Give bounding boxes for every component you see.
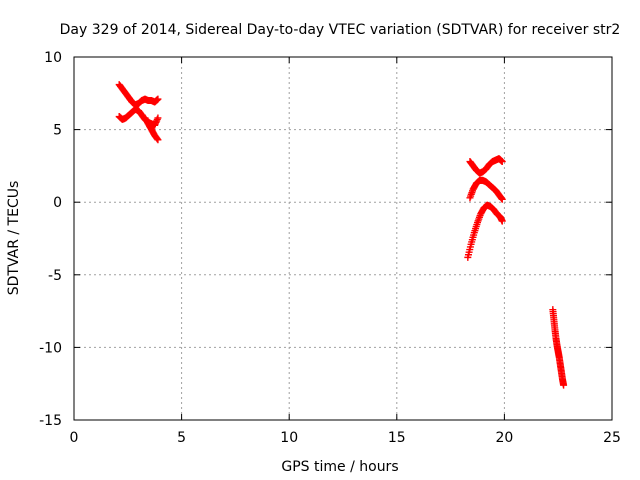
satellite-trace-2-bottom bbox=[464, 201, 506, 261]
y-tick-label: 0 bbox=[53, 195, 62, 211]
y-tick-label: -15 bbox=[39, 413, 62, 429]
data-point-marker bbox=[154, 95, 162, 103]
data-point-marker bbox=[498, 195, 506, 203]
y-tick-label: -10 bbox=[39, 340, 62, 356]
data-point-marker bbox=[498, 158, 506, 166]
data-point-marker bbox=[154, 136, 162, 144]
data-point-marker bbox=[154, 114, 162, 122]
x-tick-label: 0 bbox=[70, 430, 79, 446]
data-point-marker bbox=[498, 217, 506, 225]
satellite-trace-1-upper bbox=[115, 81, 162, 109]
x-tick-label: 20 bbox=[495, 430, 513, 446]
x-tick-label: 25 bbox=[603, 430, 621, 446]
satellite-trace-1-tail bbox=[141, 114, 162, 144]
y-axis-label: SDTVAR / TECUs bbox=[6, 181, 22, 296]
satellite-trace-2-middle bbox=[466, 176, 506, 203]
data-points bbox=[115, 81, 568, 389]
x-tick-label: 10 bbox=[280, 430, 298, 446]
y-tick-label: -5 bbox=[48, 268, 62, 284]
x-tick-label: 15 bbox=[388, 430, 406, 446]
grid bbox=[74, 57, 612, 420]
x-tick-label: 5 bbox=[177, 430, 186, 446]
satellite-trace-3 bbox=[549, 306, 568, 389]
data-point-marker bbox=[560, 381, 568, 389]
x-axis-label: GPS time / hours bbox=[281, 459, 398, 475]
chart-title: Day 329 of 2014, Sidereal Day-to-day VTE… bbox=[60, 22, 621, 38]
axis-ticks: 0 5 10 15 20 25 -15 -10 -5 0 5 10 bbox=[39, 50, 621, 446]
y-tick-label: 10 bbox=[44, 50, 62, 66]
plot-frame bbox=[73, 56, 613, 421]
satellite-trace-2-top bbox=[466, 155, 506, 177]
y-tick-label: 5 bbox=[53, 123, 62, 139]
